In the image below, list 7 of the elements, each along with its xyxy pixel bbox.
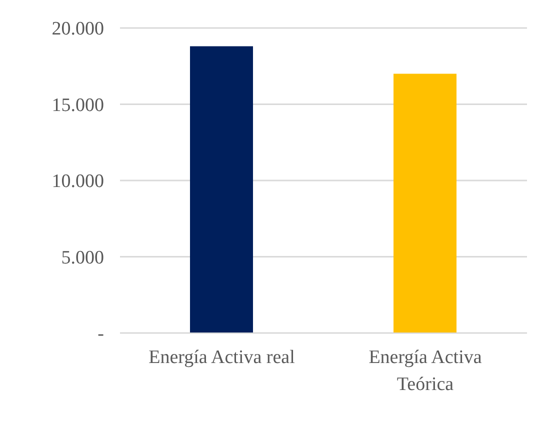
y-tick-label: 5.000 xyxy=(61,247,104,268)
y-tick-label: 10.000 xyxy=(52,171,104,192)
y-tick-label: 20.000 xyxy=(52,18,104,40)
y-tick-label: - xyxy=(98,324,104,345)
x-tick-label: Energía Activa Teórica xyxy=(368,347,482,395)
x-tick-label: Energía Activa real xyxy=(148,347,295,368)
y-tick-label: 15.000 xyxy=(52,94,104,116)
